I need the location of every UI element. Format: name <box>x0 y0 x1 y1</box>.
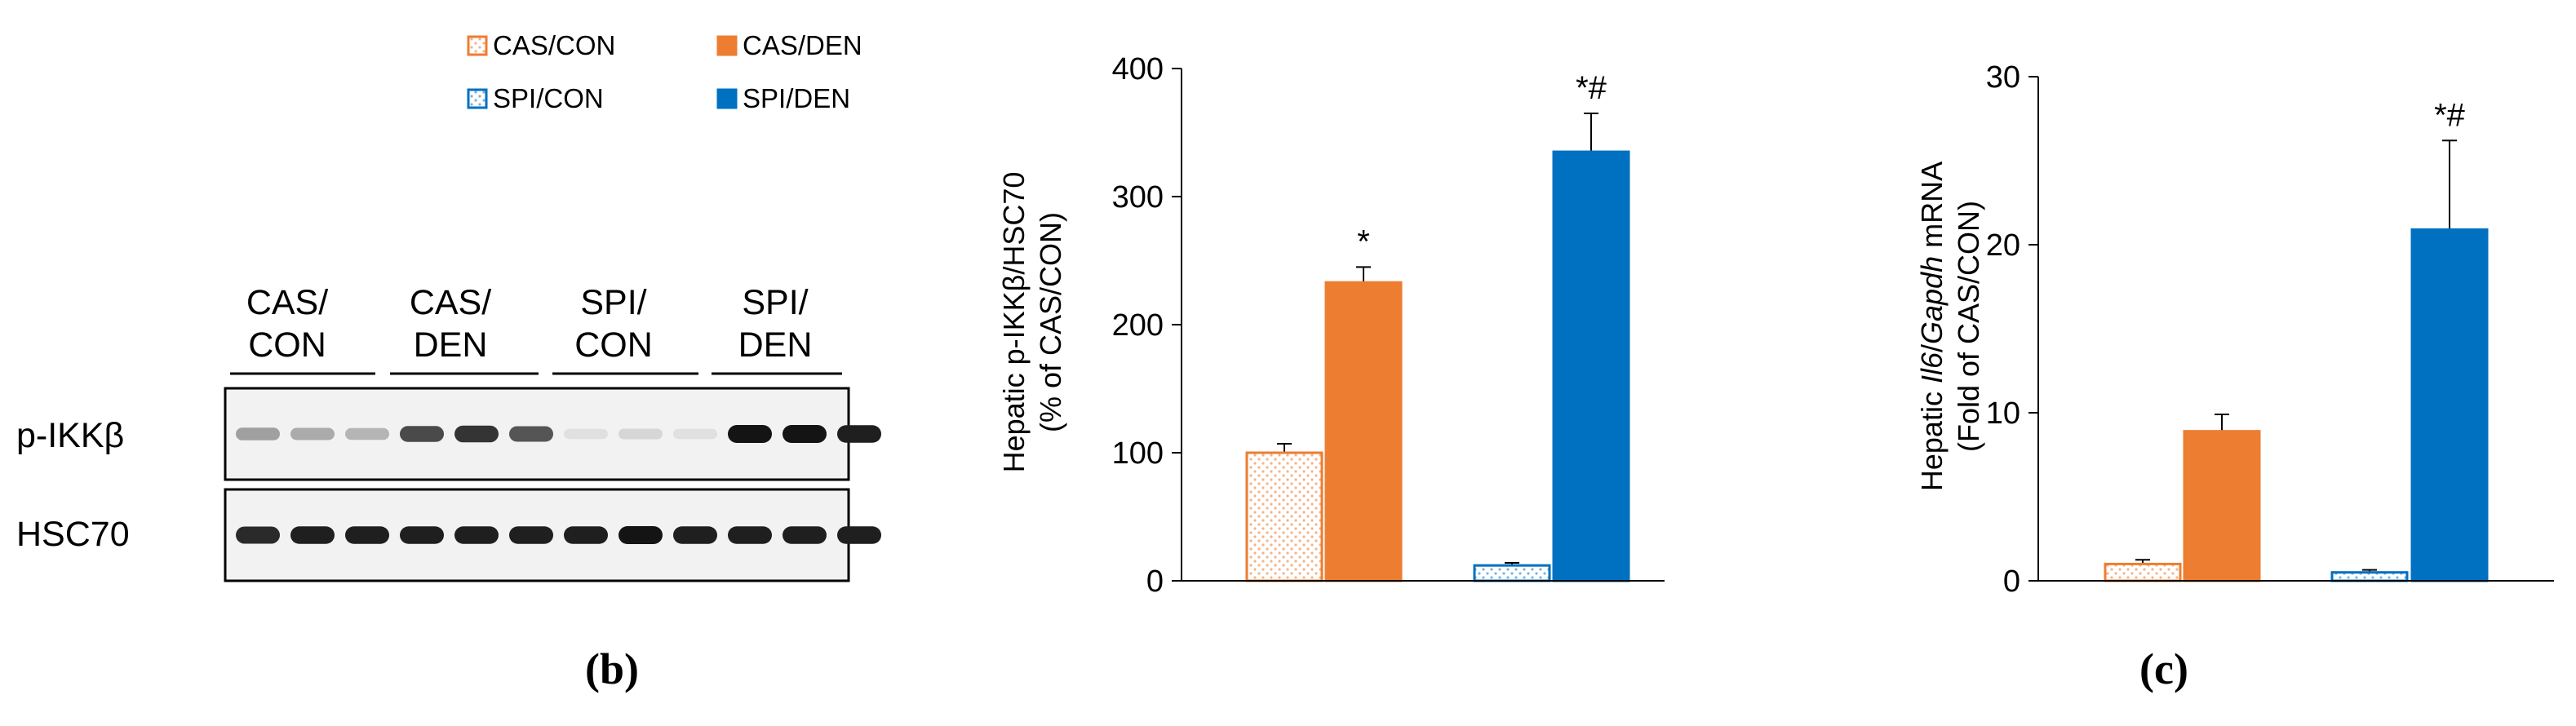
bar <box>2104 562 2182 582</box>
bar <box>2410 228 2489 582</box>
y-tick-label: 0 <box>2003 564 2020 599</box>
significance-mark: *# <box>1576 70 1607 106</box>
legend-swatch-cas-den <box>716 35 738 56</box>
y-tick-label: 20 <box>1986 228 2020 263</box>
bar <box>1324 281 1403 582</box>
blot-band <box>564 526 608 544</box>
blot-row-label-p-ikkb: p-IKKβ <box>16 416 124 455</box>
chart2-ylabel-il6: Il6 <box>1915 352 1949 383</box>
chart2-ylabel-gapdh: Gapdh <box>1915 256 1949 344</box>
blot-group-labels: CAS/ CON CAS/ DEN SPI/ CON SPI/ DEN <box>246 283 813 365</box>
legend-swatch-spi-den <box>716 88 738 109</box>
chart1-ylabel-line1: Hepatic p-IKKβ/HSC70 <box>997 172 1031 473</box>
blot-band <box>236 427 280 440</box>
blot-band <box>345 526 389 544</box>
blot-group-label-line2: CON <box>248 325 326 365</box>
panel-label-c: (c) <box>2139 644 2188 693</box>
blot-band <box>783 425 827 443</box>
blot-group-label-line1: CAS/ <box>246 283 328 322</box>
legend-label-spi-con: SPI/CON <box>493 83 604 113</box>
chart2-ylabel-line1: Hepatic Il6/Gapdh mRNA <box>1915 162 1949 491</box>
blot-band <box>509 526 553 544</box>
legend-swatch-spi-con <box>467 88 488 109</box>
blot-band <box>564 428 608 440</box>
bar <box>1245 451 1323 582</box>
chart2-ylabel-slash: / <box>1915 344 1949 352</box>
blot-band <box>509 426 553 442</box>
significance-mark: *# <box>2434 97 2466 133</box>
legend: CAS/CON CAS/DEN SPI/CON SPI/DEN <box>467 30 862 113</box>
legend-swatch-cas-con <box>467 35 488 56</box>
blot-group-label-line1: SPI/ <box>580 283 646 322</box>
blot-band <box>728 425 772 443</box>
y-tick-label: 300 <box>1112 180 1164 215</box>
y-tick-label: 30 <box>1986 60 2020 95</box>
blot-band <box>837 425 881 443</box>
chart2-plot: 0 10 20 30 *# <box>1986 60 2554 599</box>
blot-band <box>673 428 717 440</box>
blot-band <box>290 526 335 544</box>
bar <box>2183 430 2261 582</box>
bar <box>2330 571 2409 582</box>
blot-group-label-line2: DEN <box>414 325 488 365</box>
chart2-ylabel-post: mRNA <box>1915 162 1949 256</box>
y-tick-label: 400 <box>1112 52 1164 86</box>
blot-band <box>619 428 663 440</box>
blot-group-label-line2: DEN <box>738 325 813 365</box>
bar <box>1552 150 1630 582</box>
legend-label-cas-con: CAS/CON <box>493 30 615 60</box>
blot-group-label-line1: SPI/ <box>742 283 808 322</box>
blot-band <box>236 526 280 544</box>
chart2-ylabel-pre: Hepatic <box>1915 383 1949 491</box>
legend-label-spi-den: SPI/DEN <box>743 83 850 113</box>
blot-group-label-line2: CON <box>574 325 653 365</box>
chart2-ylabel-line2: (Fold of CAS/CON) <box>1952 201 1985 452</box>
blot-band <box>728 526 772 544</box>
legend-entry-spi-con: SPI/CON <box>467 83 604 113</box>
blot-band <box>619 526 663 544</box>
chart-p-ikkb: Hepatic p-IKKβ/HSC70 (% of CAS/CON) 0 100… <box>997 52 1665 599</box>
chart-il6: Hepatic Il6/Gapdh mRNA (Fold of CAS/CON)… <box>1915 60 2554 599</box>
y-tick-label: 0 <box>1146 564 1164 599</box>
legend-entry-cas-den: CAS/DEN <box>716 30 862 60</box>
y-tick-label: 200 <box>1112 308 1164 343</box>
blot-band <box>345 427 389 440</box>
blot-band <box>454 425 499 443</box>
blot-band <box>400 526 444 544</box>
significance-mark: * <box>1357 224 1370 259</box>
blot-band <box>400 426 444 442</box>
y-tick-label: 10 <box>1986 396 2020 431</box>
blot-row-label-hsc70: HSC70 <box>16 515 130 554</box>
legend-label-cas-den: CAS/DEN <box>743 30 862 60</box>
western-blot: CAS/ CON CAS/ DEN SPI/ CON SPI/ DEN p-IK… <box>16 283 881 582</box>
blot-band <box>783 526 827 544</box>
blot-band <box>673 526 717 544</box>
blot-group-label-line1: CAS/ <box>410 283 491 322</box>
chart1-ylabel-line2: (% of CAS/CON) <box>1034 212 1067 432</box>
blot-band <box>454 526 499 544</box>
panel-label-b: (b) <box>585 644 639 693</box>
blot-bands <box>236 425 881 544</box>
bar <box>1473 564 1551 582</box>
blot-band <box>837 526 881 544</box>
legend-entry-cas-con: CAS/CON <box>467 30 615 60</box>
blot-band <box>290 427 335 440</box>
legend-entry-spi-den: SPI/DEN <box>716 83 850 113</box>
chart1-plot: 0 100 200 300 400 * *# <box>1112 52 1665 599</box>
y-tick-label: 100 <box>1112 436 1164 471</box>
